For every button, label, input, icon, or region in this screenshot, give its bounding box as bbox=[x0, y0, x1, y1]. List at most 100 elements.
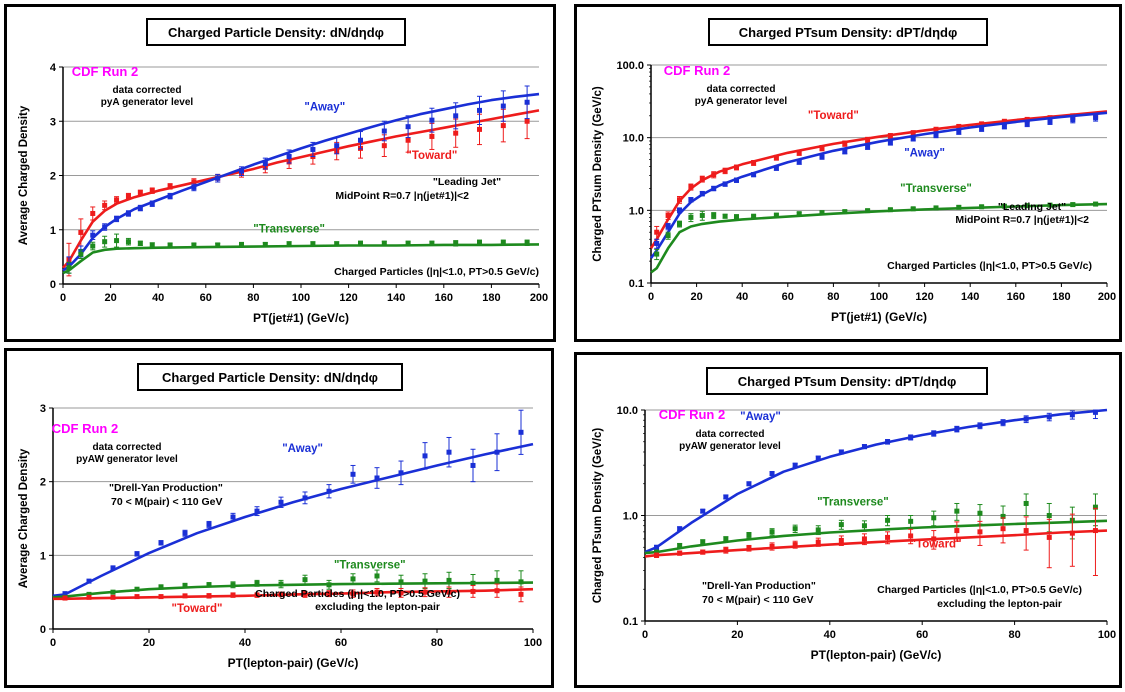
data-point bbox=[78, 229, 84, 235]
data-point bbox=[137, 205, 143, 211]
data-point bbox=[751, 213, 757, 219]
x-tick-label: 40 bbox=[239, 637, 251, 649]
cdf-run-label: CDF Run 2 bbox=[52, 421, 118, 436]
series-label: "Away" bbox=[740, 411, 781, 423]
data-point bbox=[979, 204, 985, 210]
chart-panel-bottom-left: Charged Particle Density: dN/dηdφ 0 20 40 60… bbox=[4, 348, 554, 688]
data-point bbox=[453, 130, 459, 136]
data-point bbox=[381, 143, 387, 149]
data-point bbox=[1046, 513, 1052, 518]
series-label: "Toward" bbox=[406, 150, 457, 162]
x-tick-label: 0 bbox=[60, 292, 66, 304]
data-point bbox=[688, 214, 694, 220]
data-point bbox=[254, 580, 260, 586]
series-label: "Toward" bbox=[172, 603, 223, 615]
x-tick-label: 40 bbox=[824, 629, 836, 641]
data-point bbox=[722, 168, 728, 174]
data-point bbox=[494, 577, 500, 583]
data-point bbox=[239, 241, 244, 247]
data-point bbox=[722, 181, 728, 187]
lepton-pair-exclusion: excluding the lepton-pair bbox=[937, 598, 1062, 610]
data-point bbox=[908, 518, 914, 524]
data-point bbox=[933, 205, 939, 211]
data-point bbox=[700, 549, 706, 555]
data-point bbox=[350, 591, 356, 597]
selection-label: "Leading Jet" bbox=[998, 201, 1066, 213]
data-point bbox=[677, 221, 682, 227]
data-point bbox=[374, 589, 380, 595]
data-point bbox=[861, 523, 867, 529]
y-tick-label: 0 bbox=[40, 624, 46, 636]
data-point bbox=[477, 126, 482, 132]
data-point bbox=[518, 591, 524, 597]
data-point bbox=[792, 526, 798, 532]
data-point bbox=[815, 455, 821, 461]
data-point bbox=[453, 240, 459, 246]
y-tick-label: 3 bbox=[40, 403, 46, 415]
data-point bbox=[887, 133, 893, 139]
data-point bbox=[956, 124, 962, 130]
data-point bbox=[182, 593, 188, 599]
series-label: "Away" bbox=[282, 443, 323, 455]
x-tick-label: 60 bbox=[200, 292, 212, 304]
x-tick-label: 40 bbox=[152, 292, 164, 304]
data-point bbox=[654, 251, 660, 257]
x-tick-label: 20 bbox=[731, 629, 743, 641]
data-point bbox=[699, 191, 705, 197]
data-point bbox=[286, 154, 292, 160]
data-point bbox=[191, 242, 197, 248]
data-point bbox=[134, 586, 140, 592]
data-point bbox=[422, 578, 428, 584]
y-axis-label: Average Charged Density bbox=[18, 448, 30, 588]
data-point bbox=[723, 547, 729, 553]
data-point bbox=[429, 133, 435, 139]
data-point bbox=[796, 159, 802, 165]
data-point bbox=[1024, 203, 1030, 209]
data-point bbox=[865, 137, 871, 143]
data-point bbox=[665, 212, 671, 218]
data-point bbox=[931, 536, 937, 542]
data-point bbox=[931, 430, 937, 436]
x-tick-label: 60 bbox=[916, 629, 928, 641]
x-tick-label: 20 bbox=[104, 292, 116, 304]
data-point bbox=[819, 145, 825, 151]
x-tick-label: 100 bbox=[524, 637, 542, 649]
series-label: "Transverse" bbox=[253, 223, 325, 235]
data-point bbox=[62, 591, 68, 597]
data-point bbox=[405, 240, 411, 246]
data-point bbox=[149, 201, 155, 207]
data-point bbox=[734, 177, 739, 183]
data-point bbox=[422, 589, 428, 595]
data-point bbox=[885, 534, 891, 540]
data-point bbox=[110, 565, 116, 571]
data-point bbox=[262, 161, 268, 167]
data-point bbox=[910, 206, 916, 212]
data-point bbox=[477, 240, 482, 246]
y-tick-label: 2 bbox=[50, 171, 56, 183]
data-point bbox=[524, 240, 530, 246]
data-point bbox=[700, 539, 706, 545]
data-point bbox=[405, 124, 411, 130]
data-point bbox=[1047, 202, 1053, 208]
x-tick-label: 0 bbox=[642, 629, 648, 641]
data-point bbox=[429, 117, 435, 123]
data-point bbox=[167, 242, 173, 248]
x-axis-label: PT(jet#1) (GeV/c) bbox=[253, 311, 349, 325]
data-point bbox=[711, 185, 717, 191]
x-tick-label: 20 bbox=[690, 291, 702, 303]
data-point bbox=[114, 197, 120, 203]
data-point bbox=[398, 590, 404, 596]
theory-curve-2 bbox=[62, 243, 540, 275]
y-tick-label: 10.0 bbox=[617, 405, 638, 417]
selection-label: "Drell-Yan Production" bbox=[702, 580, 816, 592]
data-point bbox=[734, 214, 739, 220]
data-point bbox=[746, 545, 752, 551]
data-point bbox=[773, 155, 779, 161]
data-point bbox=[887, 140, 893, 146]
data-point bbox=[334, 143, 340, 149]
data-point bbox=[381, 240, 387, 246]
data-point bbox=[956, 129, 962, 135]
data-point bbox=[842, 209, 848, 215]
data-point bbox=[405, 137, 411, 143]
data-point bbox=[254, 592, 260, 598]
